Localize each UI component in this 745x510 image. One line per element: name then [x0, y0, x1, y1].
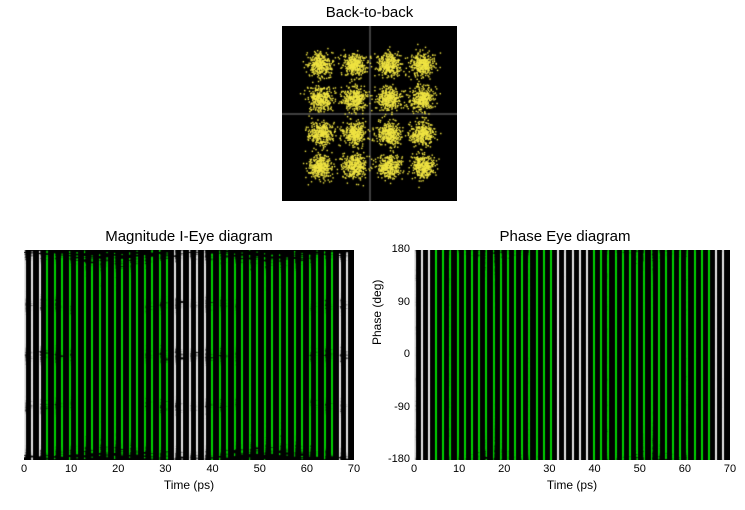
xtick: 10 — [61, 463, 81, 475]
xtick: 30 — [539, 463, 559, 475]
xtick: 60 — [297, 463, 317, 475]
xtick: 0 — [14, 463, 34, 475]
magnitude-eye-xlabel: Time (ps) — [24, 478, 354, 492]
xtick: 40 — [203, 463, 223, 475]
ytick: -180 — [384, 453, 410, 465]
magnitude-eye-title: Magnitude I-Eye diagram — [24, 228, 354, 245]
phase-eye-plot — [414, 250, 730, 460]
xtick: 70 — [344, 463, 364, 475]
xtick: 20 — [494, 463, 514, 475]
magnitude-eye-canvas — [24, 250, 354, 460]
constellation-plot — [282, 26, 457, 201]
xtick: 60 — [675, 463, 695, 475]
phase-eye-ylabel: Phase (deg) — [370, 280, 384, 345]
phase-eye-title: Phase Eye diagram — [400, 228, 730, 245]
ytick: 180 — [384, 243, 410, 255]
magnitude-eye-plot — [24, 250, 354, 460]
xtick: 10 — [449, 463, 469, 475]
xtick: 50 — [630, 463, 650, 475]
ytick: -90 — [384, 401, 410, 413]
xtick: 20 — [108, 463, 128, 475]
constellation-canvas — [282, 26, 457, 201]
phase-eye-canvas — [414, 250, 730, 460]
constellation-title: Back-to-back — [282, 4, 457, 21]
ytick: 90 — [384, 296, 410, 308]
xtick: 40 — [585, 463, 605, 475]
xtick: 50 — [250, 463, 270, 475]
phase-eye-xlabel: Time (ps) — [414, 478, 730, 492]
ytick: 0 — [384, 348, 410, 360]
xtick: 30 — [155, 463, 175, 475]
xtick: 70 — [720, 463, 740, 475]
